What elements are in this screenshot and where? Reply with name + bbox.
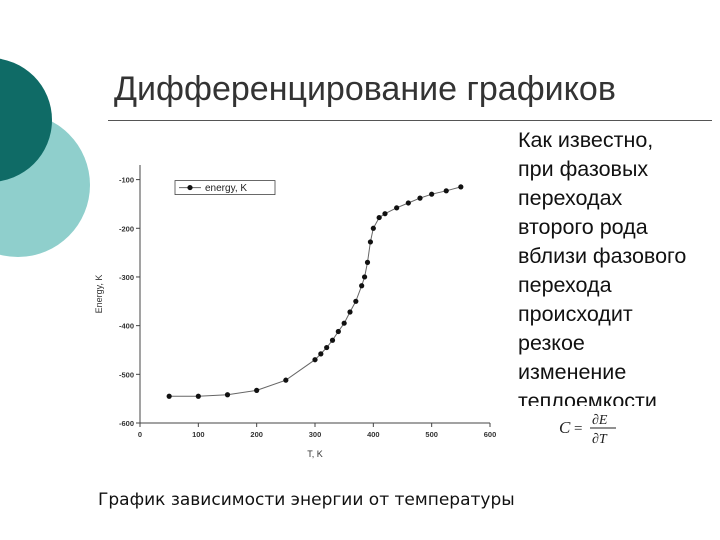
body-line: изменение bbox=[518, 360, 627, 384]
y-tick-label: -300 bbox=[119, 273, 134, 282]
data-point bbox=[353, 298, 359, 304]
formula-numerator: ∂E bbox=[592, 413, 608, 428]
x-tick-label: 300 bbox=[309, 430, 322, 439]
data-point bbox=[370, 225, 376, 231]
data-point bbox=[394, 205, 400, 211]
formula-denominator: ∂T bbox=[592, 432, 608, 447]
chart-caption: График зависимости энергии от температур… bbox=[98, 490, 515, 510]
data-point bbox=[376, 214, 382, 221]
body-line: перехода bbox=[518, 273, 612, 297]
data-point bbox=[283, 377, 289, 383]
legend-marker bbox=[187, 184, 193, 191]
data-point bbox=[429, 191, 435, 197]
data-point bbox=[312, 357, 318, 363]
data-point bbox=[335, 328, 341, 335]
title-divider bbox=[108, 120, 712, 121]
data-point bbox=[341, 320, 347, 326]
data-point bbox=[405, 200, 411, 206]
heat-capacity-formula: C = ∂E ∂T bbox=[556, 408, 626, 448]
body-line: теплоемкости bbox=[518, 389, 657, 406]
chart-ticks: 0 100 200 300 400 500 600 -100 -200 -300 -400 -500 -… bbox=[119, 176, 496, 439]
y-tick-label: -500 bbox=[119, 370, 134, 379]
body-line: резкое bbox=[518, 331, 585, 355]
decorative-circles bbox=[0, 58, 90, 257]
y-axis-label: Energy, K bbox=[94, 275, 104, 314]
data-point bbox=[458, 184, 464, 190]
data-point bbox=[367, 239, 374, 245]
formula-lhs: C bbox=[559, 418, 571, 437]
decorative-circle-dark bbox=[0, 58, 52, 182]
data-point bbox=[195, 393, 201, 399]
x-tick-label: 500 bbox=[425, 430, 438, 439]
x-tick-label: 400 bbox=[367, 430, 380, 439]
body-line: Как известно, bbox=[518, 128, 654, 152]
x-axis-label: T, K bbox=[307, 449, 323, 459]
data-point bbox=[254, 387, 260, 393]
y-tick-label: -600 bbox=[119, 419, 134, 428]
body-line: второго рода bbox=[518, 215, 648, 239]
body-line: переходах bbox=[518, 186, 623, 210]
data-point bbox=[364, 259, 371, 265]
y-tick-label: -400 bbox=[119, 322, 134, 331]
data-point bbox=[329, 337, 336, 343]
legend-label: energy, K bbox=[205, 183, 247, 194]
chart-legend: energy, K bbox=[174, 180, 276, 195]
formula-equals: = bbox=[574, 421, 582, 437]
data-point bbox=[443, 188, 449, 194]
data-point bbox=[347, 309, 353, 315]
x-tick-label: 0 bbox=[138, 430, 142, 439]
data-point bbox=[382, 211, 388, 217]
data-point bbox=[166, 393, 172, 399]
series-line bbox=[169, 186, 461, 397]
formula-graphic: C = ∂E ∂T bbox=[559, 413, 616, 447]
x-tick-label: 100 bbox=[192, 430, 205, 439]
data-point bbox=[417, 195, 423, 201]
y-tick-label: -200 bbox=[119, 224, 134, 233]
energy-vs-temperature-chart: 0 100 200 300 400 500 600 -100 -200 -300 -400 -500 -… bbox=[94, 165, 496, 459]
data-point bbox=[224, 392, 231, 398]
data-point bbox=[361, 274, 368, 280]
legend-box bbox=[174, 180, 276, 195]
slide-title: Дифференцирование графиков bbox=[114, 70, 616, 108]
slide-body-text: Как известно, при фазовых переходах втор… bbox=[518, 126, 718, 406]
data-point bbox=[359, 283, 365, 289]
data-point bbox=[324, 344, 330, 351]
data-point bbox=[318, 351, 324, 357]
x-tick-label: 200 bbox=[250, 430, 263, 439]
x-tick-label: 600 bbox=[484, 430, 497, 439]
chart-axes bbox=[139, 165, 490, 424]
body-line: при фазовых bbox=[518, 157, 649, 181]
chart-series bbox=[166, 184, 464, 399]
body-line: вблизи фазового bbox=[518, 244, 687, 268]
body-line: происходит bbox=[518, 302, 633, 326]
y-tick-label: -100 bbox=[119, 176, 134, 185]
